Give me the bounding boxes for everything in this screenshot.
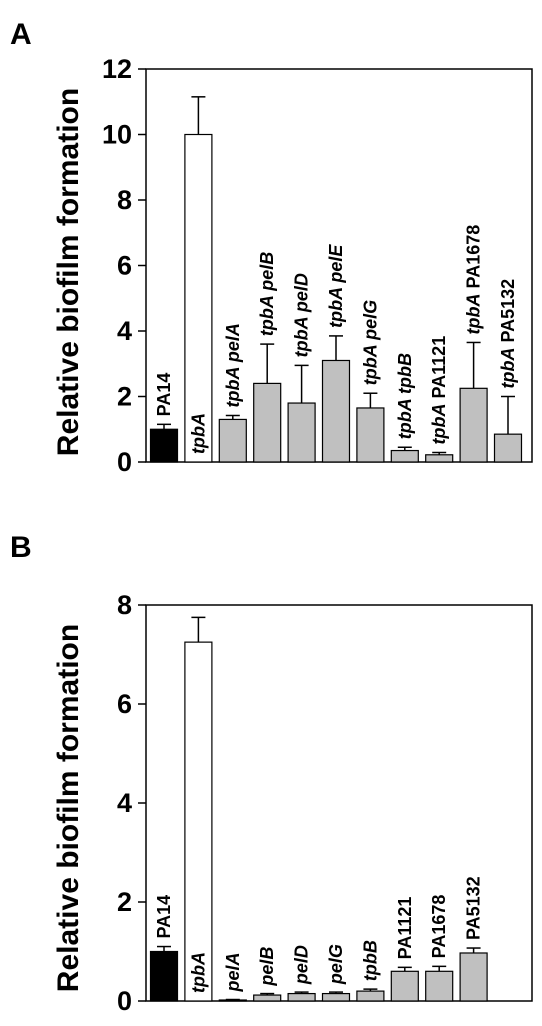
bar-label-part: PA14 — [154, 895, 174, 939]
bar-label-part: PA5132 — [498, 279, 518, 348]
y-tick-label: 8 — [117, 590, 132, 620]
bar-label-a-7: tpbA tpbB — [395, 353, 415, 439]
bar-label-part: pelA — [223, 952, 243, 992]
panel-a-y-axis-label: Relative biofilm formation — [52, 88, 85, 456]
bar-label-part: tpbA — [188, 952, 208, 993]
bar-label-a-0: PA14 — [154, 373, 174, 417]
y-tick-label: 8 — [117, 185, 132, 215]
bar-label-b-6: tpbB — [360, 940, 380, 981]
bar-label-part: tpbA pelB — [257, 252, 277, 336]
bar-label-part: pelB — [257, 947, 277, 987]
bar-label-part: tpbB — [360, 940, 380, 981]
bar-label-part: pelD — [292, 945, 312, 985]
bar-label-part: pelG — [326, 944, 346, 985]
panel-b-y-axis-label: Relative biofilm formation — [52, 624, 85, 992]
y-tick-label: 4 — [117, 316, 132, 346]
bar-b-0 — [149, 950, 179, 1002]
bar-label-a-3: tpbA pelB — [257, 252, 277, 336]
y-tick-label: 6 — [117, 251, 132, 281]
bar-label-b-7: PA1121 — [395, 897, 415, 960]
bar-a-5 — [321, 359, 351, 463]
panel-b: B Relative biofilm formation 0 2 4 6 8 PA14 t… — [10, 531, 533, 1016]
bar-b-4 — [287, 992, 316, 1002]
bar-label-a-2: tpbA pelA — [223, 323, 243, 407]
panel-a-bars — [149, 96, 523, 463]
bar-b-3 — [253, 994, 282, 1002]
bar-a-10 — [493, 433, 523, 463]
bar-label-a-8: tpbA PA1121 — [429, 336, 449, 445]
bar-label-part: tpbA pelA — [223, 323, 243, 407]
bar-label-b-2: pelA — [223, 952, 243, 992]
bar-label-a-10: tpbA PA5132 — [498, 279, 518, 389]
bar-label-b-0: PA14 — [154, 895, 174, 939]
bar-label-a-6: tpbA pelG — [360, 300, 380, 385]
bar-a-8 — [425, 454, 454, 463]
bar-label-b-1: tpbA — [188, 952, 208, 993]
y-tick-label: 6 — [117, 689, 132, 719]
bar-label-a-4: tpbA pelD — [292, 273, 312, 357]
bar-label-part: PA5132 — [464, 876, 484, 940]
y-tick-label: 12 — [102, 54, 132, 84]
y-tick-label: 4 — [117, 788, 132, 818]
bar-a-1 — [184, 133, 213, 463]
bar-label-a-1: tpbA — [188, 413, 208, 454]
bar-label-part: tpbA — [429, 404, 449, 445]
bar-b-8 — [425, 970, 454, 1002]
panel-b-letter: B — [10, 531, 32, 564]
bar-label-part: PA14 — [154, 373, 174, 417]
bar-label-part: PA1678 — [429, 895, 449, 959]
y-tick-label: 0 — [117, 447, 132, 477]
bar-b-1 — [184, 641, 213, 1002]
bar-a-3 — [253, 382, 282, 463]
bar-label-b-5: pelG — [326, 944, 346, 985]
bar-label-part: tpbA tpbB — [395, 353, 415, 439]
bar-b-6 — [356, 990, 385, 1002]
panel-b-y-axis: 0 2 4 6 8 — [117, 590, 146, 1016]
bar-label-part: tpbA — [188, 413, 208, 454]
bar-b-9 — [459, 952, 488, 1002]
bar-label-part: tpbA pelD — [292, 273, 312, 357]
bar-label-part: tpbA — [498, 348, 518, 389]
bar-a-0 — [149, 428, 179, 463]
y-tick-label: 2 — [117, 382, 132, 412]
bar-label-part: PA1121 — [395, 897, 415, 960]
panel-a-bar-labels: PA14 tpbA tpbA pelA tpbA pelB tpbA pelD tpbA … — [154, 225, 518, 454]
bar-a-7 — [390, 449, 419, 463]
bar-label-a-5: tpbA pelE — [326, 244, 346, 328]
panel-b-bars — [149, 616, 488, 1002]
bar-a-9 — [459, 387, 488, 463]
bar-a-6 — [356, 407, 385, 463]
bar-label-b-8: PA1678 — [429, 895, 449, 959]
panel-a: A Relative biofilm formation 0 2 4 6 8 10 12 P… — [10, 18, 533, 477]
y-tick-label: 10 — [102, 120, 132, 150]
bar-label-part: PA1678 — [464, 225, 484, 294]
panel-b-bar-labels: PA14 tpbA pelA pelB pelD pelG tpbB PA1121 PA1678… — [154, 876, 484, 993]
bar-label-part: tpbA pelG — [360, 300, 380, 385]
bar-a-2 — [218, 418, 247, 463]
y-tick-label: 2 — [117, 887, 132, 917]
bar-label-b-9: PA5132 — [464, 876, 484, 940]
bar-label-b-4: pelD — [292, 945, 312, 985]
bar-label-part: PA1121 — [429, 336, 449, 404]
bar-label-b-3: pelB — [257, 947, 277, 987]
panel-a-letter: A — [10, 18, 32, 51]
bar-label-a-9: tpbA PA1678 — [464, 225, 484, 335]
bar-a-4 — [287, 402, 316, 463]
bar-b-7 — [390, 970, 419, 1002]
bar-label-part: tpbA pelE — [326, 244, 346, 328]
bar-b-5 — [321, 992, 351, 1002]
y-tick-label: 0 — [117, 986, 132, 1016]
bar-label-part: tpbA — [464, 293, 484, 334]
panel-a-y-axis: 0 2 4 6 8 10 12 — [102, 54, 146, 477]
